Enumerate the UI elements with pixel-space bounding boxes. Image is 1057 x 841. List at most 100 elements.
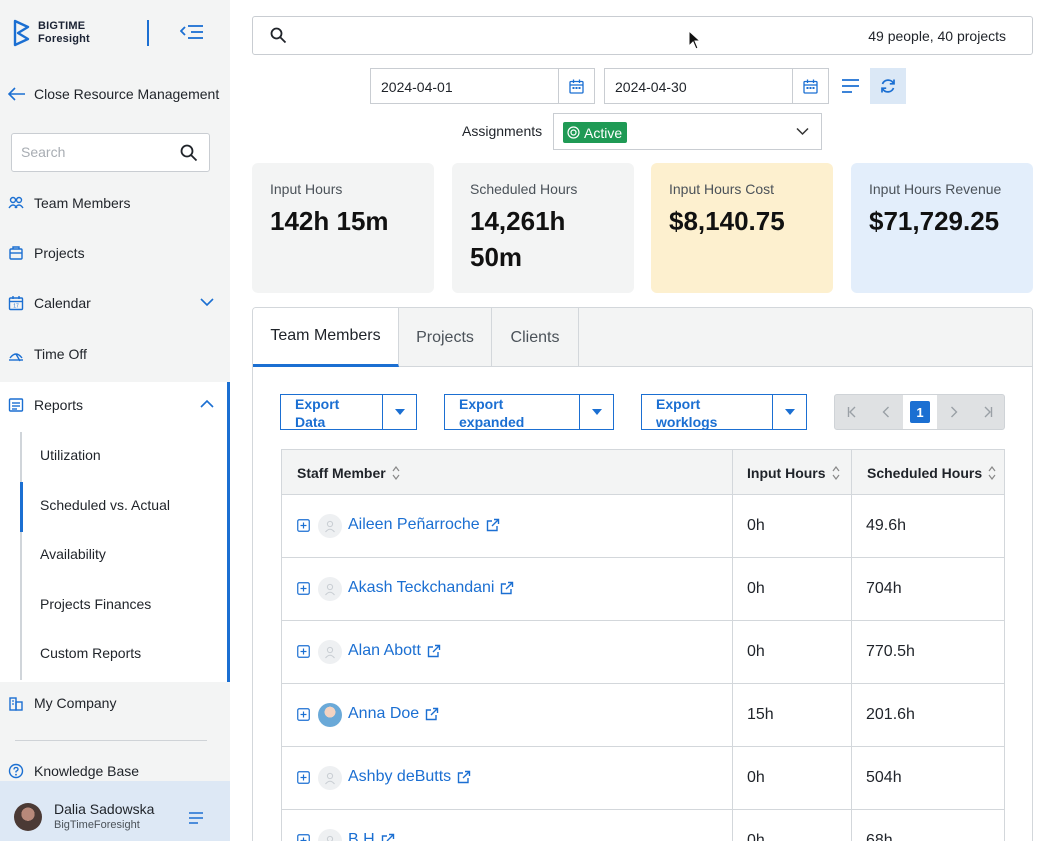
menu-icon[interactable] [189, 812, 203, 824]
staff-member-link[interactable]: Aileen Peñarroche [348, 516, 500, 534]
first-page-button[interactable] [835, 395, 869, 429]
sidebar-item-time-off[interactable]: Time Off [0, 334, 230, 374]
staff-member-link[interactable]: B H [348, 831, 395, 841]
kpi-label: Scheduled Hours [470, 181, 578, 197]
date-to-field[interactable]: 2024-04-30 [604, 68, 829, 104]
expand-row-icon[interactable] [297, 708, 310, 721]
export-expanded-dropdown[interactable] [579, 395, 613, 429]
export-worklogs-dropdown[interactable] [772, 395, 806, 429]
scheduled-hours-cell: 68h [866, 832, 893, 841]
svg-text:17: 17 [13, 304, 19, 310]
kpi-card-input-hours: Input Hours 142h 15m [252, 163, 434, 293]
expand-row-icon[interactable] [297, 771, 310, 784]
input-hours-cell: 0h [747, 769, 765, 786]
expand-row-icon[interactable] [297, 834, 310, 841]
date-from-picker-button[interactable] [558, 69, 594, 103]
tab-clients[interactable]: Clients [492, 308, 579, 367]
export-worklogs-button[interactable]: Export worklogs [641, 394, 807, 430]
chevron-down-icon [796, 127, 809, 136]
brand-logo[interactable]: BIGTIME Foresight [12, 18, 90, 48]
staff-member-link[interactable]: Akash Teckchandani [348, 579, 514, 597]
sidebar-item-reports[interactable]: Reports [0, 385, 230, 425]
calendar-icon [569, 79, 584, 94]
expand-row-icon[interactable] [297, 519, 310, 532]
column-divider [732, 450, 733, 841]
global-search[interactable]: 49 people, 40 projects [252, 16, 1033, 55]
first-page-icon [847, 406, 856, 418]
sidebar-subitem-custom-reports[interactable]: Custom Reports [40, 645, 142, 661]
collapse-icon [179, 25, 203, 39]
last-page-button[interactable] [971, 395, 1005, 429]
table-header: Staff Member Input Hours Scheduled Hours [282, 450, 1004, 495]
caret-down-icon [784, 409, 795, 415]
column-header-scheduled-hours[interactable]: Scheduled Hours [867, 450, 996, 495]
table-row: Alan Abott 0h 770.5h [282, 621, 1004, 684]
expand-row-icon[interactable] [297, 582, 310, 595]
chevron-down-icon[interactable] [200, 297, 214, 307]
sidebar-item-calendar[interactable]: 17 Calendar [0, 283, 230, 323]
staff-member-link[interactable]: Ashby deButts [348, 768, 471, 786]
export-label-line: Export [656, 396, 701, 412]
sidebar-item-knowledge-base[interactable]: Knowledge Base [0, 751, 230, 791]
date-to-value: 2024-04-30 [615, 79, 687, 95]
export-data-dropdown[interactable] [382, 395, 416, 429]
tab-team-members[interactable]: Team Members [253, 308, 399, 367]
chevron-up-icon[interactable] [200, 399, 214, 409]
list-view-icon[interactable] [839, 74, 861, 98]
next-page-button[interactable] [937, 395, 971, 429]
sidebar-subitem-utilization[interactable]: Utilization [40, 447, 101, 463]
staff-member-link[interactable]: Anna Doe [348, 705, 439, 723]
sidebar-item-projects[interactable]: Projects [0, 233, 230, 273]
sidebar-subitem-scheduled-vs-actual[interactable]: Scheduled vs. Actual [40, 497, 170, 513]
person-avatar-icon [318, 514, 342, 538]
sidebar: BIGTIME Foresight Close Resource Managem… [0, 0, 230, 841]
arrow-left-icon [8, 87, 25, 101]
date-from-field[interactable]: 2024-04-01 [370, 68, 595, 104]
refresh-button[interactable] [870, 68, 906, 104]
date-to-picker-button[interactable] [792, 69, 828, 103]
external-link-icon[interactable] [427, 644, 441, 658]
sidebar-item-label: Team Members [34, 195, 131, 211]
table-row: Anna Doe 15h 201.6h [282, 684, 1004, 747]
column-header-staff-member[interactable]: Staff Member [297, 450, 400, 495]
external-link-icon[interactable] [381, 833, 395, 841]
calendar-icon: 17 [8, 295, 24, 311]
external-link-icon[interactable] [457, 770, 471, 784]
export-data-button[interactable]: Export Data [280, 394, 417, 430]
external-link-icon[interactable] [425, 707, 439, 721]
sidebar-subitem-availability[interactable]: Availability [40, 546, 106, 562]
external-link-icon[interactable] [500, 581, 514, 595]
status-badge: Active [563, 122, 628, 143]
sidebar-subitem-projects-finances[interactable]: Projects Finances [40, 596, 152, 612]
staff-member-link[interactable]: Alan Abott [348, 642, 441, 660]
reports-section [0, 382, 230, 682]
assignments-label: Assignments [462, 123, 543, 139]
export-expanded-button[interactable]: Export expanded [444, 394, 614, 430]
staff-member-name: B H [348, 831, 375, 841]
sidebar-search-input[interactable] [21, 144, 171, 160]
prev-page-button[interactable] [869, 395, 903, 429]
person-avatar-icon [318, 703, 342, 727]
close-resource-management-link[interactable]: Close Resource Management [8, 86, 219, 102]
date-from-value: 2024-04-01 [381, 79, 453, 95]
sidebar-item-my-company[interactable]: My Company [0, 683, 230, 723]
tab-projects[interactable]: Projects [399, 308, 492, 367]
collapse-sidebar-button[interactable] [179, 22, 204, 42]
kpi-value: $8,140.75 [669, 206, 785, 236]
user-profile[interactable]: Dalia Sadowska BigTimeForesight [0, 781, 230, 841]
person-avatar-icon [318, 640, 342, 664]
expand-row-icon[interactable] [297, 645, 310, 658]
search-icon [270, 27, 287, 44]
input-hours-cell: 0h [747, 643, 765, 660]
assignments-select[interactable]: Active [553, 113, 822, 150]
column-header-input-hours[interactable]: Input Hours [747, 450, 840, 495]
logo-icon [13, 19, 30, 47]
external-link-icon[interactable] [486, 518, 500, 532]
user-name: Dalia Sadowska [54, 801, 155, 817]
sidebar-item-team-members[interactable]: Team Members [0, 183, 230, 223]
export-label-line: Export [295, 396, 340, 412]
input-hours-cell: 0h [747, 832, 765, 841]
search-icon[interactable] [180, 144, 198, 162]
current-page[interactable]: 1 [903, 395, 937, 429]
column-header-label: Scheduled Hours [867, 464, 983, 481]
